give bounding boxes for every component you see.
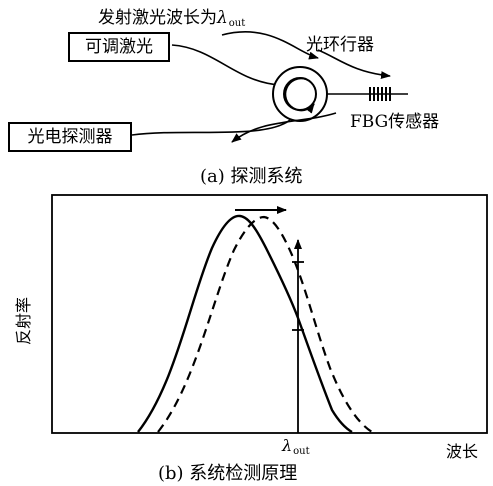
reflection-curve-dashed bbox=[157, 215, 373, 433]
lambda-out-symbol: λ bbox=[282, 436, 293, 455]
caption-a: (a) 探测系统 bbox=[200, 166, 303, 187]
tunable-laser-label: 可调激光 bbox=[85, 36, 153, 57]
fiber-laser-to-circulator bbox=[171, 44, 281, 86]
emission-text: 发射激光波长为 bbox=[98, 8, 217, 28]
fbg-grating-icon bbox=[369, 87, 391, 101]
fiber-circulator-to-detector bbox=[131, 119, 291, 136]
circulator-direction-arrow bbox=[284, 77, 315, 114]
reflection-arrow bbox=[231, 112, 337, 143]
fbg-sensor-label: FBG传感器 bbox=[350, 112, 440, 132]
plot-frame bbox=[51, 194, 488, 434]
circulator-output-arrow bbox=[317, 49, 391, 80]
reflection-curve-solid bbox=[137, 214, 353, 434]
emission-lambda: λ bbox=[217, 8, 228, 28]
circulator-label: 光环行器 bbox=[306, 35, 374, 55]
y-axis-label: 反射率 bbox=[14, 296, 33, 345]
lambda-out-subscript: out bbox=[293, 446, 310, 457]
emission-lambda-subscript: out bbox=[228, 18, 246, 29]
emission-label: 发射激光波长为λout bbox=[98, 3, 245, 29]
emission-arrow bbox=[221, 30, 319, 60]
x-axis-label: 波长 bbox=[446, 442, 479, 461]
caption-b: (b) 系统检测原理 bbox=[158, 463, 298, 484]
circulator-ring-icon bbox=[272, 66, 328, 122]
tunable-laser-box: 可调激光 bbox=[68, 32, 170, 62]
photodetector-label: 光电探测器 bbox=[27, 126, 113, 147]
photodetector-box: 光电探测器 bbox=[8, 122, 132, 152]
lambda-out-label: λout bbox=[282, 436, 310, 457]
